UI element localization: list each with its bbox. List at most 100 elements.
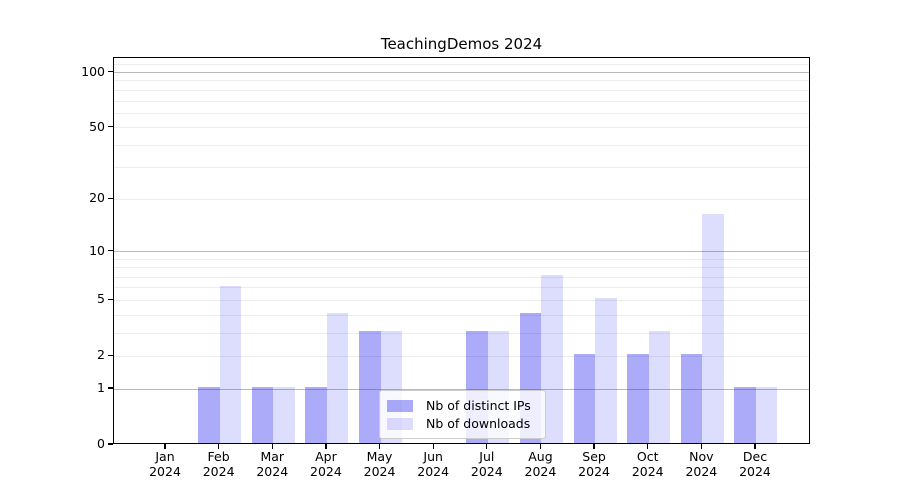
bar-nb-of-distinct-ips-oct-2024 [627,354,649,443]
chart-title: TeachingDemos 2024 [380,35,543,53]
bar-nb-of-downloads-feb-2024 [219,286,242,443]
gridline-minor [114,332,809,334]
x-tick-month: May [366,449,393,464]
y-tick-label-20: 20 [89,190,105,206]
x-tick-mark [593,444,595,449]
y-tick-label-50: 50 [89,118,105,134]
bar-nb-of-downloads-mar-2024 [273,387,295,443]
x-tick-month: Jun [423,449,443,464]
x-tick-mark [164,444,166,449]
x-tick-label-may: May 2024 [350,449,410,479]
gridline-minor [114,267,809,269]
x-tick-month: Apr [315,449,337,464]
x-tick-mark [647,444,649,449]
x-tick-year: 2024 [202,463,235,479]
x-tick-label-aug: Aug 2024 [510,449,570,479]
gridline-minor [114,80,809,82]
bar-nb-of-downloads-oct-2024 [648,331,671,443]
bar-nb-of-distinct-ips-nov-2024 [680,354,703,443]
x-tick-year: 2024 [739,463,771,479]
y-tick-mark [108,70,113,73]
bar-nb-of-downloads-apr-2024 [326,313,349,443]
gridline-minor [114,198,809,200]
gridline-minor [114,112,809,114]
gridline-major [114,72,809,74]
y-tick-mark [108,443,113,445]
x-tick-mark [432,444,434,449]
y-tick-label-10: 10 [89,242,105,258]
gridline-minor [114,287,809,289]
gridline-minor [114,167,809,169]
bar-nb-of-downloads-dec-2024 [755,387,778,443]
gridline-minor [114,258,809,260]
y-tick-mark [108,354,113,356]
bar-nb-of-downloads-aug-2024 [541,275,563,443]
bar-nb-of-distinct-ips-dec-2024 [734,387,756,443]
x-tick-mark [486,444,488,449]
legend-swatch-downloads [387,417,413,430]
x-tick-month: Jan [155,449,175,464]
x-tick-month: Aug [528,449,553,464]
x-tick-year: 2024 [685,463,718,479]
x-tick-year: 2024 [417,463,450,479]
bar-nb-of-distinct-ips-may-2024 [359,331,381,443]
x-tick-month: Nov [689,449,714,464]
x-tick-label-apr: Apr 2024 [296,449,356,479]
gridline-minor [114,276,809,278]
gridline-minor [114,64,809,66]
x-tick-year: 2024 [470,463,503,479]
x-tick-label-feb: Feb 2024 [189,449,249,479]
x-tick-month: Feb [207,449,230,464]
bar-nb-of-distinct-ips-sep-2024 [573,354,596,443]
y-tick-label-0: 0 [97,436,105,451]
x-tick-label-oct: Oct 2024 [618,449,678,479]
x-tick-month: Oct [636,449,659,464]
x-tick-label-jan: Jan 2024 [135,449,195,479]
x-tick-year: 2024 [578,463,610,479]
y-tick-mark [108,387,113,389]
x-tick-month: Sep [582,449,606,464]
y-tick-mark [108,197,113,199]
x-tick-mark [539,444,542,449]
gridline-major [114,388,809,390]
gridline-minor [114,144,809,146]
x-tick-year: 2024 [524,463,557,479]
y-tick-label-5: 5 [97,291,105,307]
x-tick-year: 2024 [631,463,664,479]
x-tick-label-sep: Sep 2024 [564,449,624,479]
y-tick-mark [108,249,113,252]
y-tick-label-100: 100 [81,63,105,79]
x-tick-mark [700,444,702,449]
x-tick-label-jun: Jun 2024 [403,449,463,479]
x-tick-label-mar: Mar 2024 [242,449,302,479]
x-tick-mark [271,444,273,449]
x-tick-month: Dec [742,449,768,464]
x-tick-label-jul: Jul 2024 [457,449,517,479]
gridline-minor [114,89,809,91]
x-tick-year: 2024 [256,463,289,479]
legend: Nb of distinct IPs Nb of downloads [379,390,546,439]
bar-nb-of-distinct-ips-mar-2024 [251,387,274,443]
x-tick-label-nov: Nov 2024 [671,449,731,479]
x-tick-year: 2024 [149,463,181,479]
gridline-minor [114,100,809,102]
bar-nb-of-distinct-ips-apr-2024 [305,387,327,443]
x-tick-month: Jul [479,449,495,464]
gridline-minor [114,299,809,301]
plot-area: Nb of distinct IPs Nb of downloads [113,57,810,444]
x-tick-label-dec: Dec 2024 [725,449,785,479]
x-tick-mark [378,444,381,449]
gridline-major [114,251,809,252]
y-tick-label-1: 1 [97,380,105,396]
y-tick-label-2: 2 [97,347,105,363]
x-tick-year: 2024 [310,463,342,479]
y-tick-mark [108,298,113,301]
legend-item-distinct-ips: Nb of distinct IPs [387,399,537,412]
legend-label-distinct-ips: Nb of distinct IPs [426,398,531,413]
legend-item-downloads: Nb of downloads [387,417,537,430]
x-tick-year: 2024 [363,463,396,479]
x-tick-month: Mar [260,449,285,464]
gridline-minor [114,314,809,316]
x-tick-mark [217,444,220,449]
